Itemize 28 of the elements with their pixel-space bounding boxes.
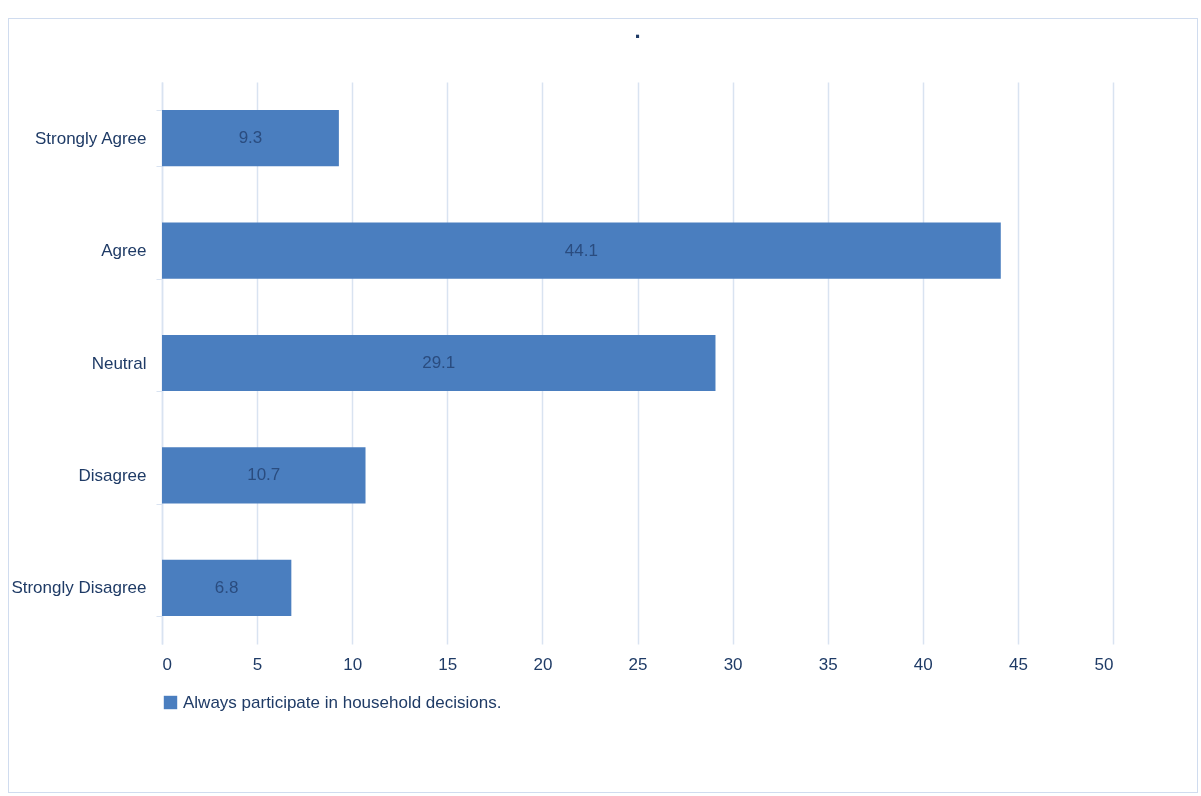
bar <box>162 110 339 167</box>
x-tick-label: 15 <box>438 654 458 674</box>
x-tick-label: 10 <box>343 654 363 674</box>
y-tick-label: Neutral <box>91 353 147 373</box>
bar <box>162 222 1001 279</box>
x-tick-label: 0 <box>162 654 172 674</box>
x-tick-label: 35 <box>818 654 838 674</box>
chart-title: . <box>634 18 641 43</box>
x-tick-label: 30 <box>723 654 743 674</box>
x-tick-label: 20 <box>533 654 553 674</box>
x-tick-label: 45 <box>1008 654 1028 674</box>
data-label: 10.7 <box>247 465 281 485</box>
y-tick-label: Disagree <box>78 465 147 485</box>
x-tick-label: 25 <box>628 654 648 674</box>
bar <box>162 559 292 616</box>
legend-label: Always participate in household decisions. <box>183 692 502 712</box>
y-tick-label: Strongly Agree <box>34 128 147 148</box>
y-tick-label: Strongly Disagree <box>11 578 147 598</box>
data-label: 44.1 <box>564 240 598 260</box>
bar <box>162 334 716 392</box>
data-label: 9.3 <box>238 128 263 148</box>
y-tick-label: Agree <box>101 241 147 261</box>
data-label: 29.1 <box>422 353 456 372</box>
x-tick-label: 40 <box>913 654 933 674</box>
data-label: 6.8 <box>214 577 239 597</box>
x-tick-label: 5 <box>252 654 263 674</box>
x-tick-label: 50 <box>1094 654 1114 674</box>
bar <box>162 447 366 504</box>
